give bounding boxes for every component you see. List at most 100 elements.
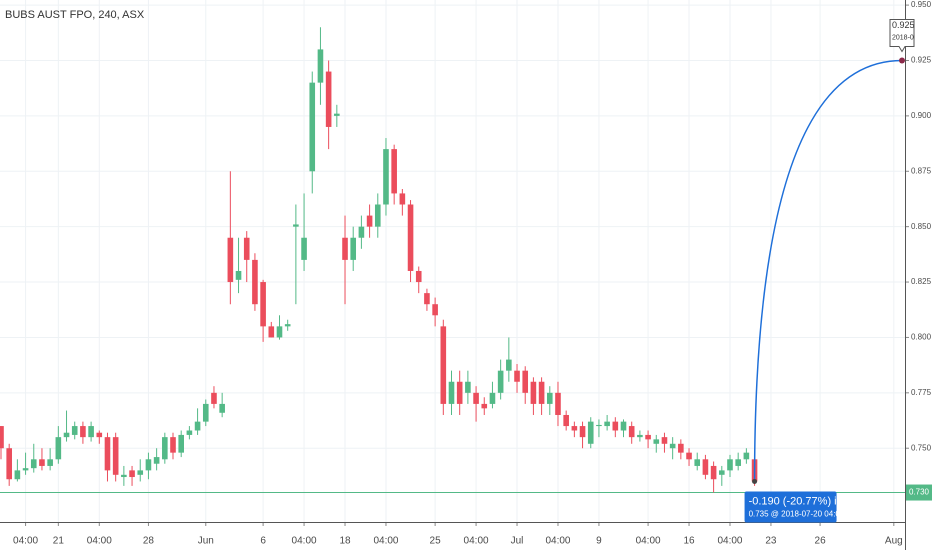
candle-body [514, 370, 520, 382]
candle-body [211, 392, 217, 404]
candle-body [563, 414, 569, 427]
candle-body [407, 204, 414, 271]
candle-body [694, 459, 701, 466]
price-label: 0.730 [909, 488, 930, 497]
candle-body [686, 452, 692, 460]
y-tick-label: 0.750 [911, 443, 932, 452]
x-tick-label: 9 [596, 536, 602, 547]
price-label-box [906, 484, 932, 501]
x-tick-label: 18 [339, 536, 351, 547]
x-tick-label: 23 [765, 536, 777, 547]
x-tick-label: 6 [260, 536, 266, 547]
candle-body [170, 437, 176, 453]
x-tick-label: 04:00 [87, 536, 112, 547]
candle-body [522, 370, 529, 393]
candle-body [14, 470, 21, 480]
candle-body [162, 437, 168, 460]
x-tick-label: 21 [53, 536, 65, 547]
candle-body [260, 282, 266, 327]
candle-body [104, 437, 111, 471]
candle-body [628, 426, 635, 438]
candle-body [727, 459, 733, 471]
y-tick-label: 0.825 [911, 277, 932, 286]
candle-body [301, 237, 307, 260]
candle-body [325, 71, 332, 127]
candle-body [243, 237, 250, 260]
candle-body [596, 424, 602, 427]
candle-body [178, 434, 184, 453]
candle-body [530, 381, 537, 404]
x-tick-label: Jun [198, 536, 214, 547]
measure-end [899, 57, 905, 64]
candle-body [645, 434, 651, 440]
measure-box [744, 491, 837, 523]
y-tick-label: 0.800 [911, 333, 932, 342]
candle-body [579, 426, 586, 438]
candle-body [456, 381, 463, 404]
x-tick-label: 04:00 [464, 536, 489, 547]
candle-body [276, 326, 283, 338]
candle-body [383, 149, 389, 205]
candle-body [489, 392, 496, 404]
end-callout [889, 18, 915, 53]
x-tick-label: 04:00 [292, 536, 317, 547]
candle-body [555, 392, 561, 415]
y-tick-label: 0.900 [911, 111, 932, 120]
candle-body [194, 421, 201, 431]
measure-line [753, 59, 903, 482]
candle-body [465, 381, 471, 393]
candle-body [227, 237, 234, 283]
candle-body [6, 448, 12, 480]
y-tick-label: 0.950 [911, 0, 932, 9]
candle-body [358, 226, 365, 238]
chart-title: BUBS AUST FPO, 240, ASX [5, 9, 145, 21]
candle-body [293, 224, 299, 227]
candle-body [669, 443, 676, 449]
y-tick-label: 0.925 [911, 56, 932, 65]
measure-start [752, 478, 758, 484]
candle-body [473, 392, 479, 404]
candle-body [39, 459, 45, 466]
candle-body [637, 434, 643, 438]
candle-body [391, 149, 397, 194]
end-label: 0.925 [892, 20, 915, 30]
candle-body [71, 426, 78, 435]
x-tick-label: 04:00 [717, 536, 742, 547]
candle-body [604, 421, 610, 427]
candle-body [55, 437, 62, 460]
candle-body [137, 470, 144, 475]
candle-body [235, 270, 242, 280]
x-tick-label: Jul [511, 536, 524, 547]
measure-change: -0.190 (-20.77%) in -12d [749, 495, 868, 507]
candle-body [317, 49, 324, 83]
candle-body [710, 465, 717, 480]
candle-body [47, 459, 53, 466]
candle-body [219, 403, 225, 413]
candle-body [620, 421, 627, 431]
y-tick-label: 0.875 [911, 166, 932, 175]
candle-body [424, 293, 430, 305]
x-tick-label: 26 [815, 536, 827, 547]
y-tick-label: 0.775 [911, 388, 932, 397]
candle-body [735, 459, 741, 466]
candle-body [612, 421, 619, 431]
x-tick-label: Aug [885, 536, 903, 547]
x-tick-label: 04:00 [545, 536, 570, 547]
candle-body [661, 437, 668, 444]
measure-start-label: 0.735 @ 2018-07-20 04:00 [749, 510, 845, 519]
end-date: 2018-0 [892, 34, 914, 41]
x-tick-label: 04:00 [13, 536, 38, 547]
candle-body [153, 457, 160, 464]
candle-body [0, 426, 4, 449]
candle-body [374, 204, 381, 227]
x-tick-label: 04:00 [373, 536, 398, 547]
candle-body [497, 370, 504, 393]
candle-body [80, 426, 86, 438]
candle-body [186, 430, 193, 435]
candle-body [366, 215, 373, 227]
candle-body [481, 403, 488, 409]
candle-body [678, 443, 684, 453]
x-tick-label: 25 [430, 536, 442, 547]
candle-body [129, 470, 135, 478]
